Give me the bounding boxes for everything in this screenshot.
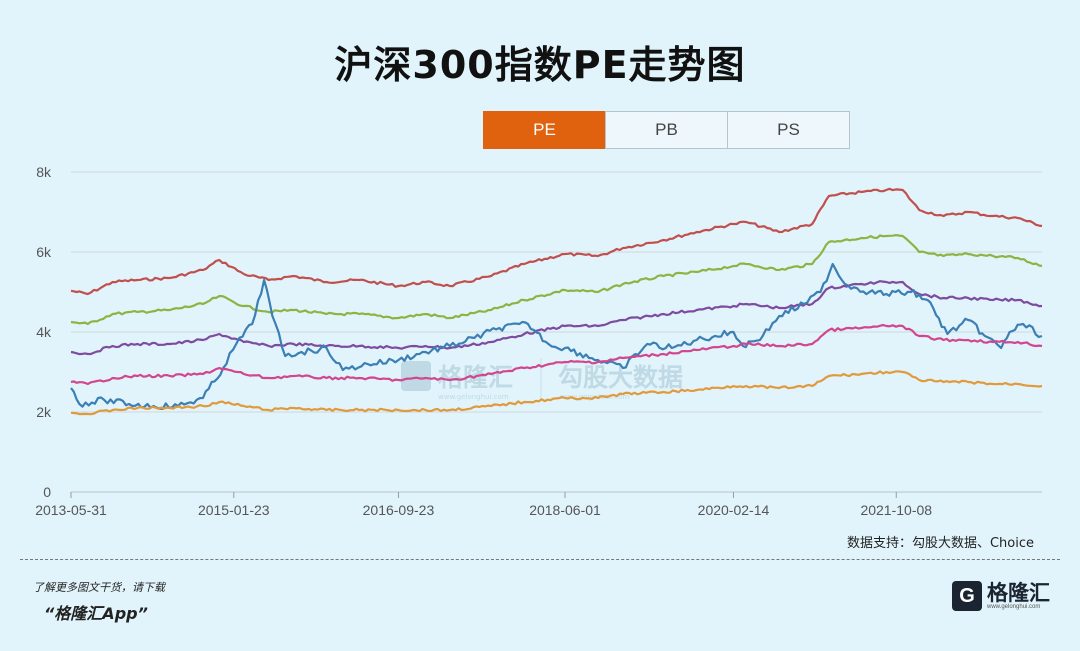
logo-name: 格隆汇: [987, 581, 1050, 605]
x-tick-label: 2018-06-01: [529, 502, 601, 518]
metric-tabs: PE PB PS: [483, 111, 850, 149]
x-tick-label: 2021-10-08: [860, 502, 932, 518]
grid-lines: 0 2k 4k 6k 8k: [36, 164, 1042, 500]
divider: [20, 559, 1060, 560]
data-source: 数据支持：勾股大数据、Choice: [846, 536, 1034, 551]
series-lines: [70, 187, 1043, 416]
tab-ps[interactable]: PS: [727, 111, 850, 149]
x-tick-label: 2016-09-23: [363, 502, 435, 518]
watermark-right-name: 勾股大数据: [558, 363, 683, 392]
watermark: 格隆汇 www.gelonghui.com 勾股大数据 www.gogudata…: [401, 358, 683, 401]
line-chart: 0 2k 4k 6k 8k 格隆汇 www.gelonghui.com 勾股大数据 ww…: [35, 164, 1043, 518]
logo-domain: www.gelonghui.com: [987, 604, 1041, 610]
series-line-red: [70, 187, 1043, 296]
x-tick-label: 2013-05-31: [35, 502, 107, 518]
logo-mark-icon: G: [952, 581, 982, 611]
series-line-green: [70, 234, 1043, 326]
y-tick-label: 4k: [36, 324, 52, 340]
footer-app-name: “格隆汇App”: [44, 604, 148, 623]
brand-logo[interactable]: G 格隆汇 www.gelonghui.com: [952, 581, 1050, 611]
watermark-logo-mark: [401, 361, 431, 391]
watermark-left-domain: www.gelonghui.com: [438, 393, 509, 401]
series-line-pink: [70, 323, 1043, 386]
tab-pe[interactable]: PE: [483, 111, 606, 149]
y-tick-label: 8k: [36, 164, 52, 180]
chart-title: 沪深300指数PE走势图: [334, 43, 746, 87]
footer-prompt: 了解更多图文干货，请下载: [33, 581, 165, 594]
series-line-orange: [70, 370, 1043, 416]
y-tick-label: 0: [43, 484, 51, 500]
y-tick-label: 2k: [36, 404, 52, 420]
series-line-blue: [70, 262, 1043, 410]
y-tick-label: 6k: [36, 244, 52, 260]
x-tick-label: 2020-02-14: [698, 502, 770, 518]
x-axis: 2013-05-31 2015-01-23 2016-09-23 2018-06-01…: [35, 492, 932, 518]
x-tick-label: 2015-01-23: [198, 502, 270, 518]
series-line-purple: [70, 280, 1043, 356]
